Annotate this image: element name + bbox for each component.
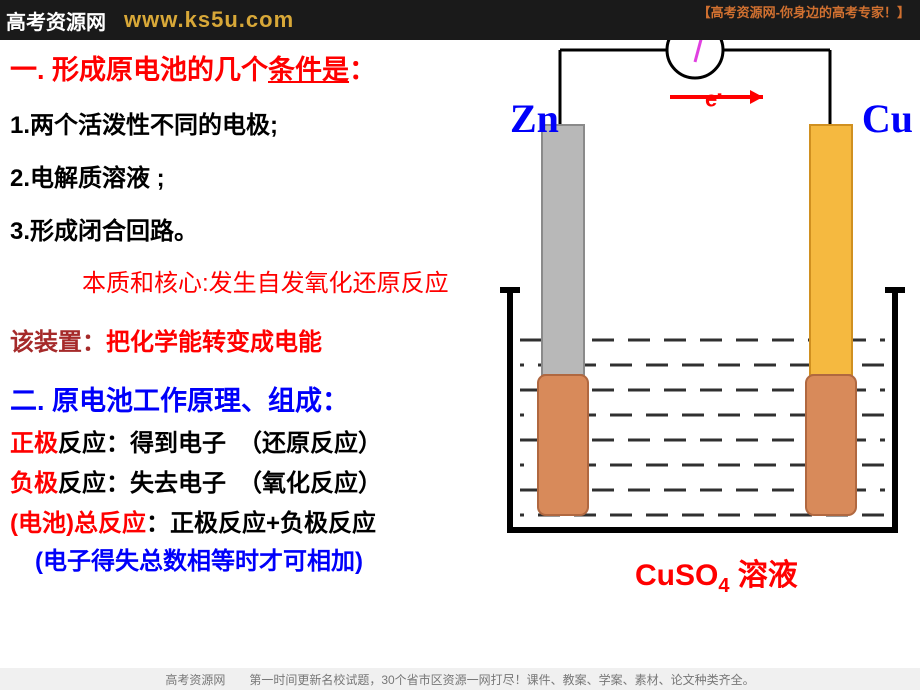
cuso4-b: 溶液 <box>729 559 797 592</box>
device-text: 把化学能转变成电能 <box>106 329 322 356</box>
top-banner: 高考资源网 www.ks5u.com 【高考资源网-你身边的高考专家！】 <box>0 0 920 40</box>
url-text: www.ks5u.com <box>124 7 294 33</box>
battery-diagram: Zn Cu e- CuSO4 溶液 <box>495 40 915 620</box>
cuso4-sub: 4 <box>718 575 729 597</box>
device-label: 该装置： <box>10 329 106 356</box>
total-reaction: (电池)总反应：正极反应+负极反应 <box>10 503 510 538</box>
pos-text: 反应：得到电子 （还原反应） <box>58 430 382 457</box>
section1-prefix: 一 <box>10 55 37 85</box>
total-text: ：正极反应+负极反应 <box>146 510 376 537</box>
section1-heading: 一. 形成原电池的几个条件是： <box>10 48 510 87</box>
essence-text: 本质和核心:发生自发氧化还原反应 <box>10 266 510 302</box>
condition-3: 3.形成闭合回路。 <box>10 211 510 246</box>
text-column: 一. 形成原电池的几个条件是： 1.两个活泼性不同的电极; 2.电解质溶液 ; … <box>10 48 510 576</box>
section1-text-b: 条件是 <box>268 55 349 85</box>
pos-label: 正极 <box>10 430 58 457</box>
cu-electrode-bottom <box>806 375 856 515</box>
solution-label: CuSO4 溶液 <box>635 550 798 598</box>
device-line: 该装置：把化学能转变成电能 <box>10 322 510 357</box>
electron-label: e- <box>705 85 722 112</box>
reaction-note: (电子得失总数相等时才可相加) <box>35 541 510 576</box>
essence-body: 本质和核心:发生自发氧化还原反应 <box>82 270 449 297</box>
section1-colon: ： <box>349 55 376 85</box>
total-label: (电池)总反应 <box>10 510 146 537</box>
essence-indent <box>10 270 82 297</box>
cu-label: Cu <box>862 95 913 142</box>
negative-reaction: 负极反应：失去电子 （氧化反应） <box>10 463 510 498</box>
positive-reaction: 正极反应：得到电子 （还原反应） <box>10 423 510 458</box>
section2-prefix: 二 <box>10 386 37 416</box>
section2-dot: . <box>37 386 52 416</box>
slide-content: 一. 形成原电池的几个条件是： 1.两个活泼性不同的电极; 2.电解质溶液 ; … <box>0 40 920 668</box>
cu-electrode-top <box>810 125 852 375</box>
section2-text: 原电池工作原理、组成： <box>52 386 349 416</box>
section2-heading: 二. 原电池工作原理、组成： <box>10 379 510 418</box>
zn-electrode-top <box>542 125 584 375</box>
bottom-banner: 高考资源网 第一时间更新名校试题，30个省市区资源一网打尽！课件、教案、学案、素… <box>0 668 920 690</box>
condition-1: 1.两个活泼性不同的电极; <box>10 105 510 140</box>
logo-text: 高考资源网 <box>6 6 106 35</box>
zn-label: Zn <box>510 95 559 142</box>
section1-text-a: 形成原电池的几个 <box>52 55 268 85</box>
zn-electrode-bottom <box>538 375 588 515</box>
cuso4-a: CuSO <box>635 559 718 592</box>
condition-2: 2.电解质溶液 ; <box>10 158 510 193</box>
section1-dot: . <box>37 55 52 85</box>
electron-arrow-head <box>750 90 763 104</box>
banner-tag: 【高考资源网-你身边的高考专家！】 <box>698 2 910 21</box>
neg-text: 反应：失去电子 （氧化反应） <box>58 470 382 497</box>
neg-label: 负极 <box>10 470 58 497</box>
